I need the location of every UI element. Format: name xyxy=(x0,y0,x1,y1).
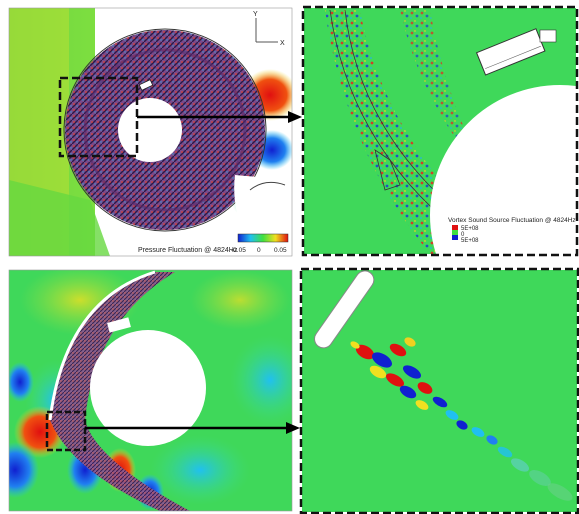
colorbar-label: Pressure Fluctuation @ 4824Hz xyxy=(138,247,238,254)
legend-vortex: Vortex Sound Source Fluctuation @ 4824Hz… xyxy=(448,217,576,244)
hub-zoom xyxy=(430,85,576,254)
colorbar-tick-max: 0.05 xyxy=(274,247,287,254)
arrow-top xyxy=(137,111,302,123)
panel-bottom-right xyxy=(302,270,577,512)
axis-y-label: Y xyxy=(253,11,258,18)
panel-top-right: Vortex Sound Source Fluctuation @ 4824Hz… xyxy=(304,8,576,254)
legend-title: Vortex Sound Source Fluctuation @ 4824Hz xyxy=(448,217,576,224)
panel-bottom-left xyxy=(9,270,292,511)
zoom-frame-bottom xyxy=(299,267,579,514)
legend-entry-min: 5E+08 xyxy=(461,238,479,244)
panel-top-left: Y X Pressure Fluctuation @ 4824Hz -0.05 … xyxy=(9,8,292,256)
legend-entry-max: 5E+08 xyxy=(461,226,479,232)
axis-indicator: Y X xyxy=(253,11,285,47)
legend-entry-zero: 0 xyxy=(461,232,465,238)
zoom-frame-top xyxy=(301,5,579,257)
hub-bottom xyxy=(90,330,206,446)
hub xyxy=(118,98,182,162)
axis-x-label: X xyxy=(280,40,285,47)
colorbar: Pressure Fluctuation @ 4824Hz -0.05 0 0.… xyxy=(138,233,289,254)
colorbar-tick-mid: 0 xyxy=(257,247,261,254)
zoom-box-bottom xyxy=(45,410,87,452)
colorbar-tick-min: -0.05 xyxy=(231,247,246,254)
vortex-street xyxy=(350,337,573,501)
arrow-bottom xyxy=(85,422,300,434)
